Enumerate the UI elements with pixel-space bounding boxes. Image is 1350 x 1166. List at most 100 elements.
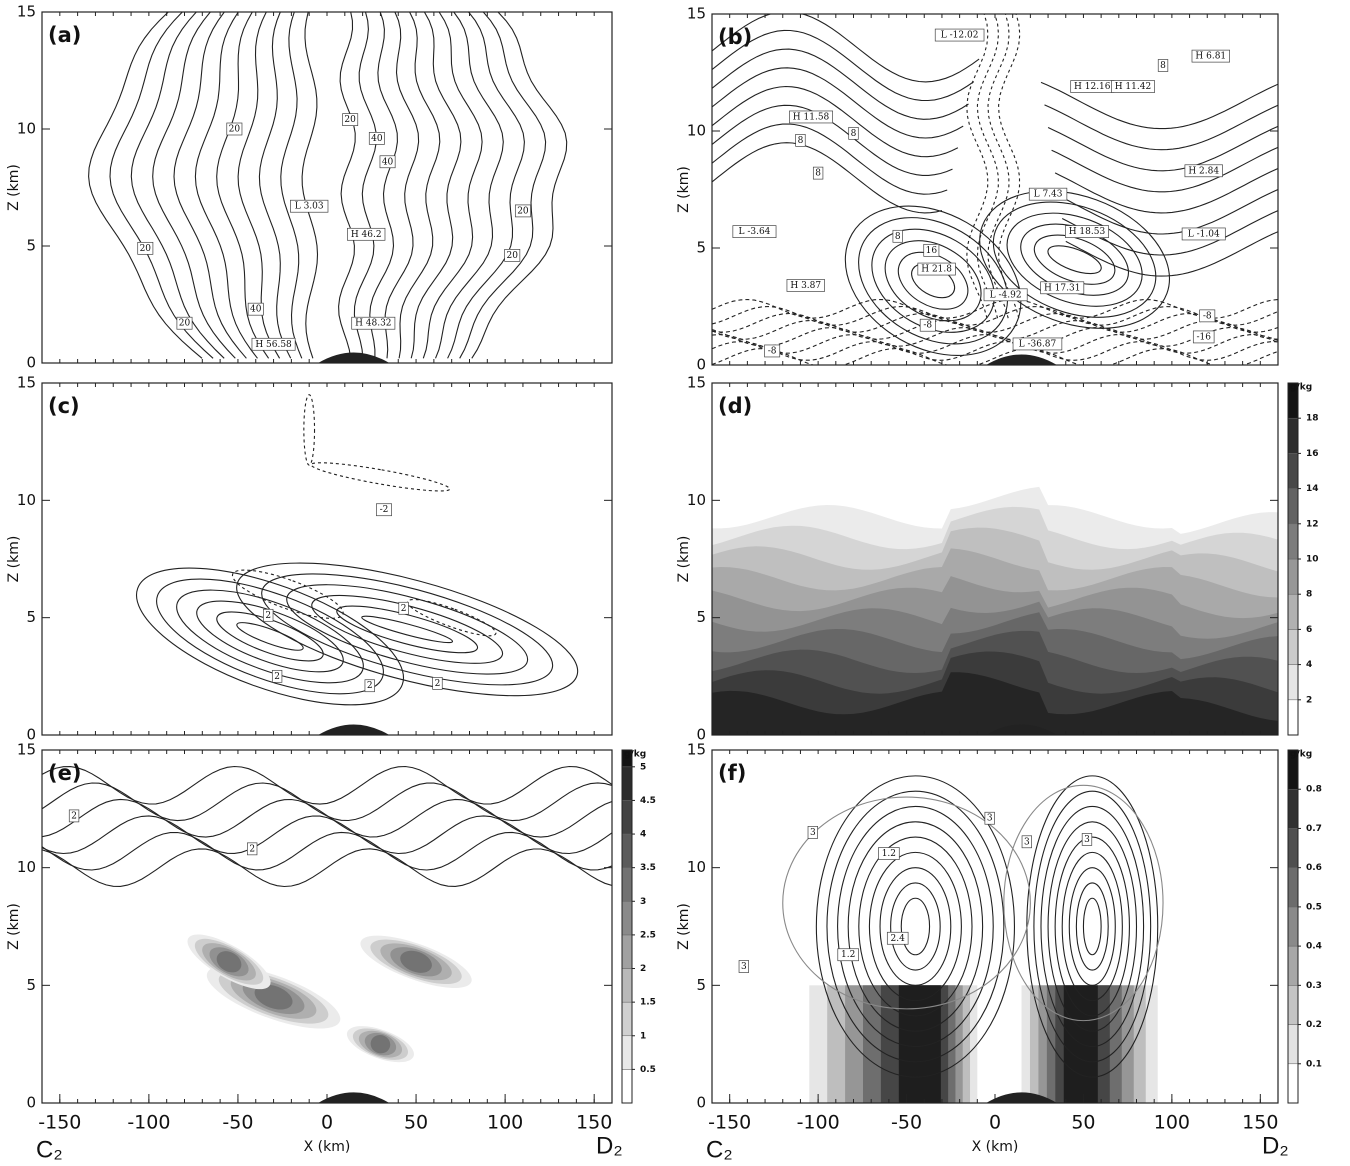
contour-label: 8 — [895, 232, 901, 242]
contour-label-box — [1040, 281, 1085, 295]
contour-label: 20 — [140, 244, 152, 254]
colorbar-tick-label: 3 — [640, 897, 646, 907]
contour-line — [712, 298, 1278, 319]
contour-label: 20 — [344, 115, 356, 125]
y-tick-label: 10 — [687, 858, 706, 876]
contour — [1006, 212, 1143, 307]
contour-line — [258, 12, 292, 359]
y-tick-label: 15 — [687, 741, 706, 759]
contour-label-box — [789, 110, 834, 124]
contour-line — [410, 12, 462, 359]
y-axis-label: Z (km) — [6, 903, 22, 950]
contour — [900, 897, 931, 956]
filled-level — [216, 951, 242, 973]
contour-label: 2.4 — [891, 934, 906, 944]
colorbar-cell — [621, 800, 633, 835]
plot-area — [782, 775, 1164, 1103]
contour-label: 1.2 — [841, 950, 855, 960]
contour — [871, 228, 995, 333]
contour-label-box — [795, 134, 806, 147]
plot-area — [712, 486, 1278, 735]
colorbar-cell — [621, 867, 633, 902]
contour-label: 3 — [741, 962, 747, 972]
contour-label: -16 — [1196, 332, 1211, 342]
contour-label: 3 — [1084, 835, 1090, 845]
colorbar-tick-label: 16 — [1306, 449, 1319, 459]
colorbar-tick-label: 5 — [640, 762, 646, 772]
colorbar-tick-label: 4.5 — [640, 796, 656, 806]
y-tick-label: 10 — [687, 122, 706, 140]
x-tick-label: -50 — [222, 1112, 253, 1134]
colorbar-tick-label: 12 — [1306, 519, 1319, 529]
contour-label: H 46.2 — [351, 230, 382, 240]
contour-line — [42, 831, 612, 871]
contour-label: L -4.92 — [990, 290, 1022, 300]
contour — [231, 569, 344, 619]
x-tick-label: 0 — [989, 1112, 1001, 1134]
plot-area — [42, 765, 612, 1103]
contour — [261, 573, 554, 686]
contour-label: -8 — [1203, 311, 1212, 321]
contour-label: H 11.58 — [793, 112, 830, 122]
contour-label: 2 — [367, 681, 373, 691]
contour-label-box — [1028, 187, 1068, 201]
contour-label-box — [68, 809, 80, 823]
contour-label-box — [1184, 164, 1223, 178]
colorbar-cell — [621, 1069, 633, 1104]
filled-level — [254, 984, 293, 1010]
contour-line — [42, 782, 612, 822]
colorbar-cell — [1287, 629, 1299, 665]
y-tick-label: 10 — [17, 491, 36, 509]
colorbar-cell — [1287, 906, 1299, 947]
y-tick-label: 15 — [687, 5, 706, 23]
contour-label-box — [1199, 309, 1216, 323]
contour-label: 8 — [815, 169, 821, 179]
contour-label: 40 — [250, 305, 262, 315]
contour-label: L 7.43 — [1034, 190, 1063, 200]
panel-label: (e) — [48, 761, 81, 785]
contour — [286, 584, 529, 675]
contour-label: H 18.53 — [1069, 227, 1106, 237]
section-end: D₂ — [596, 1132, 623, 1159]
contour-label: -2 — [380, 505, 389, 515]
contour-label-box — [1157, 59, 1169, 72]
contour — [847, 821, 984, 1032]
colorbar-cell — [1287, 788, 1299, 829]
contour-label: H 12.16 — [1074, 82, 1111, 92]
colorbar-unit: g/kg — [1290, 383, 1312, 393]
contour-label: H 48.32 — [355, 319, 391, 329]
colorbar-tick-label: 8 — [1306, 590, 1312, 600]
contour-line — [42, 815, 612, 855]
contour-label-box — [514, 204, 531, 218]
contour — [1075, 882, 1109, 971]
contour — [826, 790, 1005, 1063]
colorbar-cell — [1287, 488, 1299, 525]
contour — [837, 805, 994, 1048]
contour-line — [712, 123, 948, 195]
contour-line — [712, 67, 964, 139]
contour-label: 20 — [507, 251, 519, 261]
colorbar-cell — [1287, 593, 1299, 630]
filled-level — [370, 1034, 391, 1054]
y-axis-label: Z (km) — [676, 903, 692, 950]
contour-label-box — [376, 503, 392, 517]
contour-label: 1.2 — [882, 849, 896, 859]
y-tick-label: 0 — [26, 354, 36, 372]
colorbar-cell — [621, 1035, 633, 1070]
contour-label-box — [1021, 835, 1032, 849]
colorbar-cell — [1287, 945, 1299, 986]
y-tick-label: 15 — [17, 741, 36, 759]
contour-label-box — [432, 677, 443, 690]
x-tick-label: -150 — [38, 1112, 81, 1134]
y-tick-label: 5 — [696, 608, 706, 626]
contour-label-box — [848, 126, 859, 140]
section-start: C₂ — [36, 1136, 63, 1163]
panel: (f) 0 5 10 15 Z (km) -150 -100 -50 0 50 100 150 X (km… — [676, 741, 1322, 1164]
contour-line — [1044, 104, 1278, 151]
contour — [782, 796, 1031, 1010]
contour-line — [353, 12, 377, 359]
colorbar-tick-label: 0.5 — [640, 1065, 656, 1075]
contour — [979, 190, 1171, 329]
plot-frame — [41, 11, 613, 364]
